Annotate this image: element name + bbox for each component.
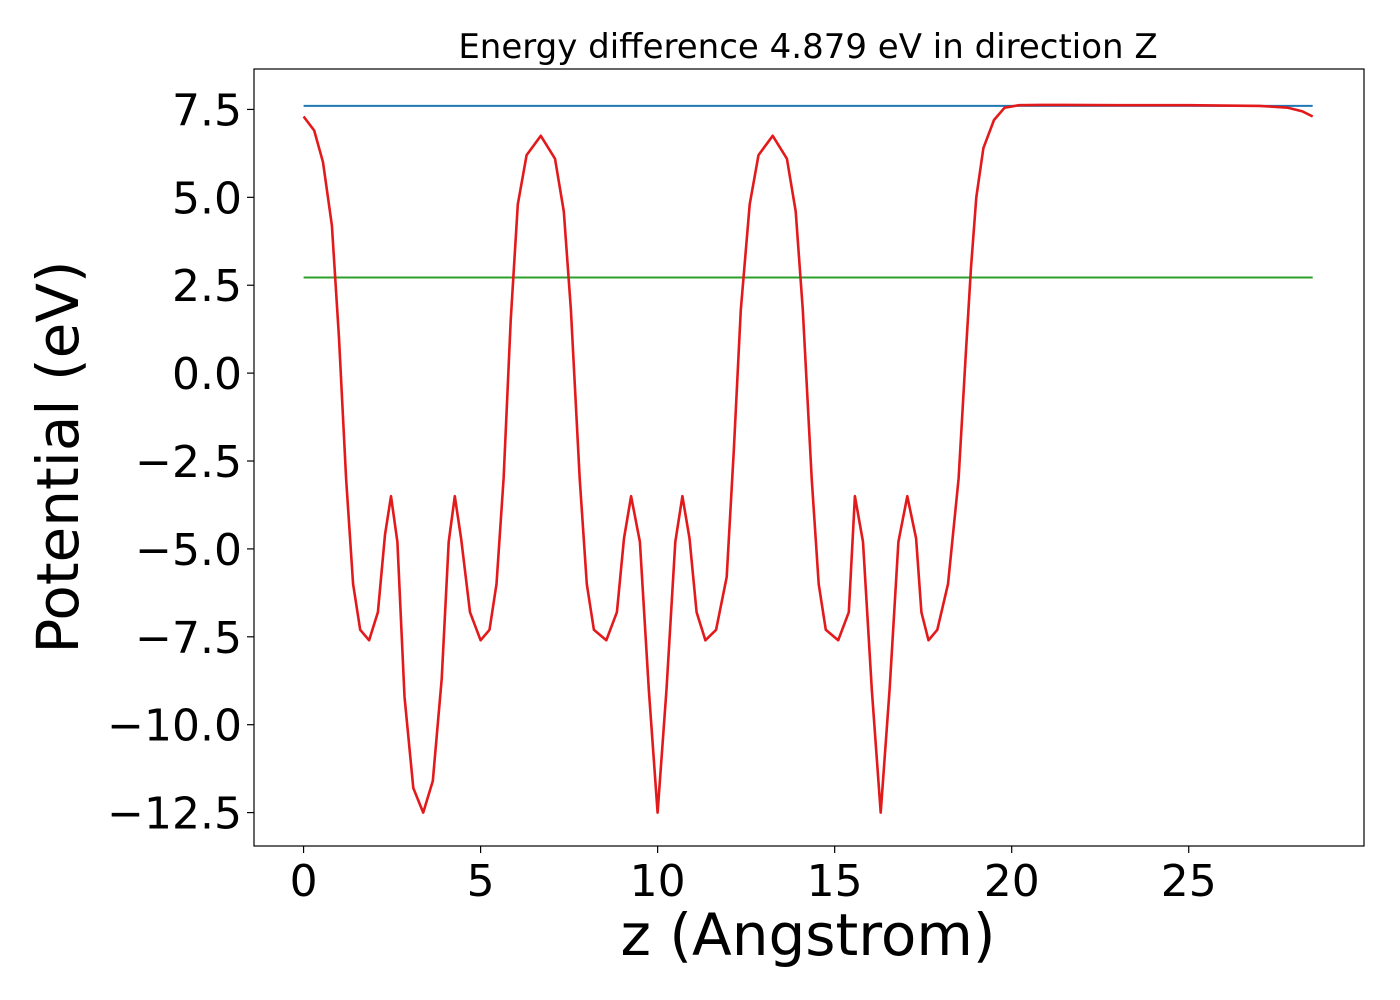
y-axis-label: Potential (eV) (24, 260, 92, 653)
x-tick-label: 20 (984, 856, 1040, 907)
y-axis-ticks: 7.5 5.0 2.5 0.0 −2.5 −5.0 −7.5 −10.0 −12.5 (107, 85, 254, 840)
x-axis-ticks: 0 5 10 15 20 25 (290, 846, 1217, 907)
x-tick-label: 10 (630, 856, 686, 907)
plot-area (302, 103, 1314, 814)
y-tick-label: −2.5 (135, 437, 242, 488)
y-tick-label: 0.0 (172, 349, 242, 400)
y-tick-label: 7.5 (172, 85, 242, 136)
x-axis-label: z (Angstrom) (621, 901, 996, 969)
chart-title: Energy difference 4.879 eV in direction … (458, 27, 1157, 67)
x-tick-label: 25 (1161, 856, 1217, 907)
y-tick-label: 5.0 (172, 173, 242, 224)
y-tick-label: −7.5 (135, 613, 242, 664)
y-tick-label: −10.0 (107, 701, 242, 752)
y-tick-label: 2.5 (172, 261, 242, 312)
y-tick-label: −5.0 (135, 525, 242, 576)
x-tick-label: 5 (467, 856, 495, 907)
plot-frame (253, 68, 1365, 847)
x-tick-label: 0 (290, 856, 318, 907)
y-tick-label: −12.5 (107, 789, 242, 840)
x-tick-label: 15 (807, 856, 863, 907)
series-line-potential (302, 103, 1314, 814)
